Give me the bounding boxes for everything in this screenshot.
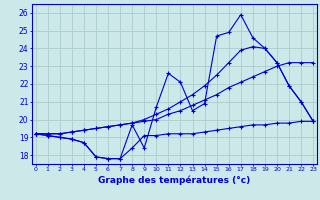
X-axis label: Graphe des températures (°c): Graphe des températures (°c) (98, 175, 251, 185)
